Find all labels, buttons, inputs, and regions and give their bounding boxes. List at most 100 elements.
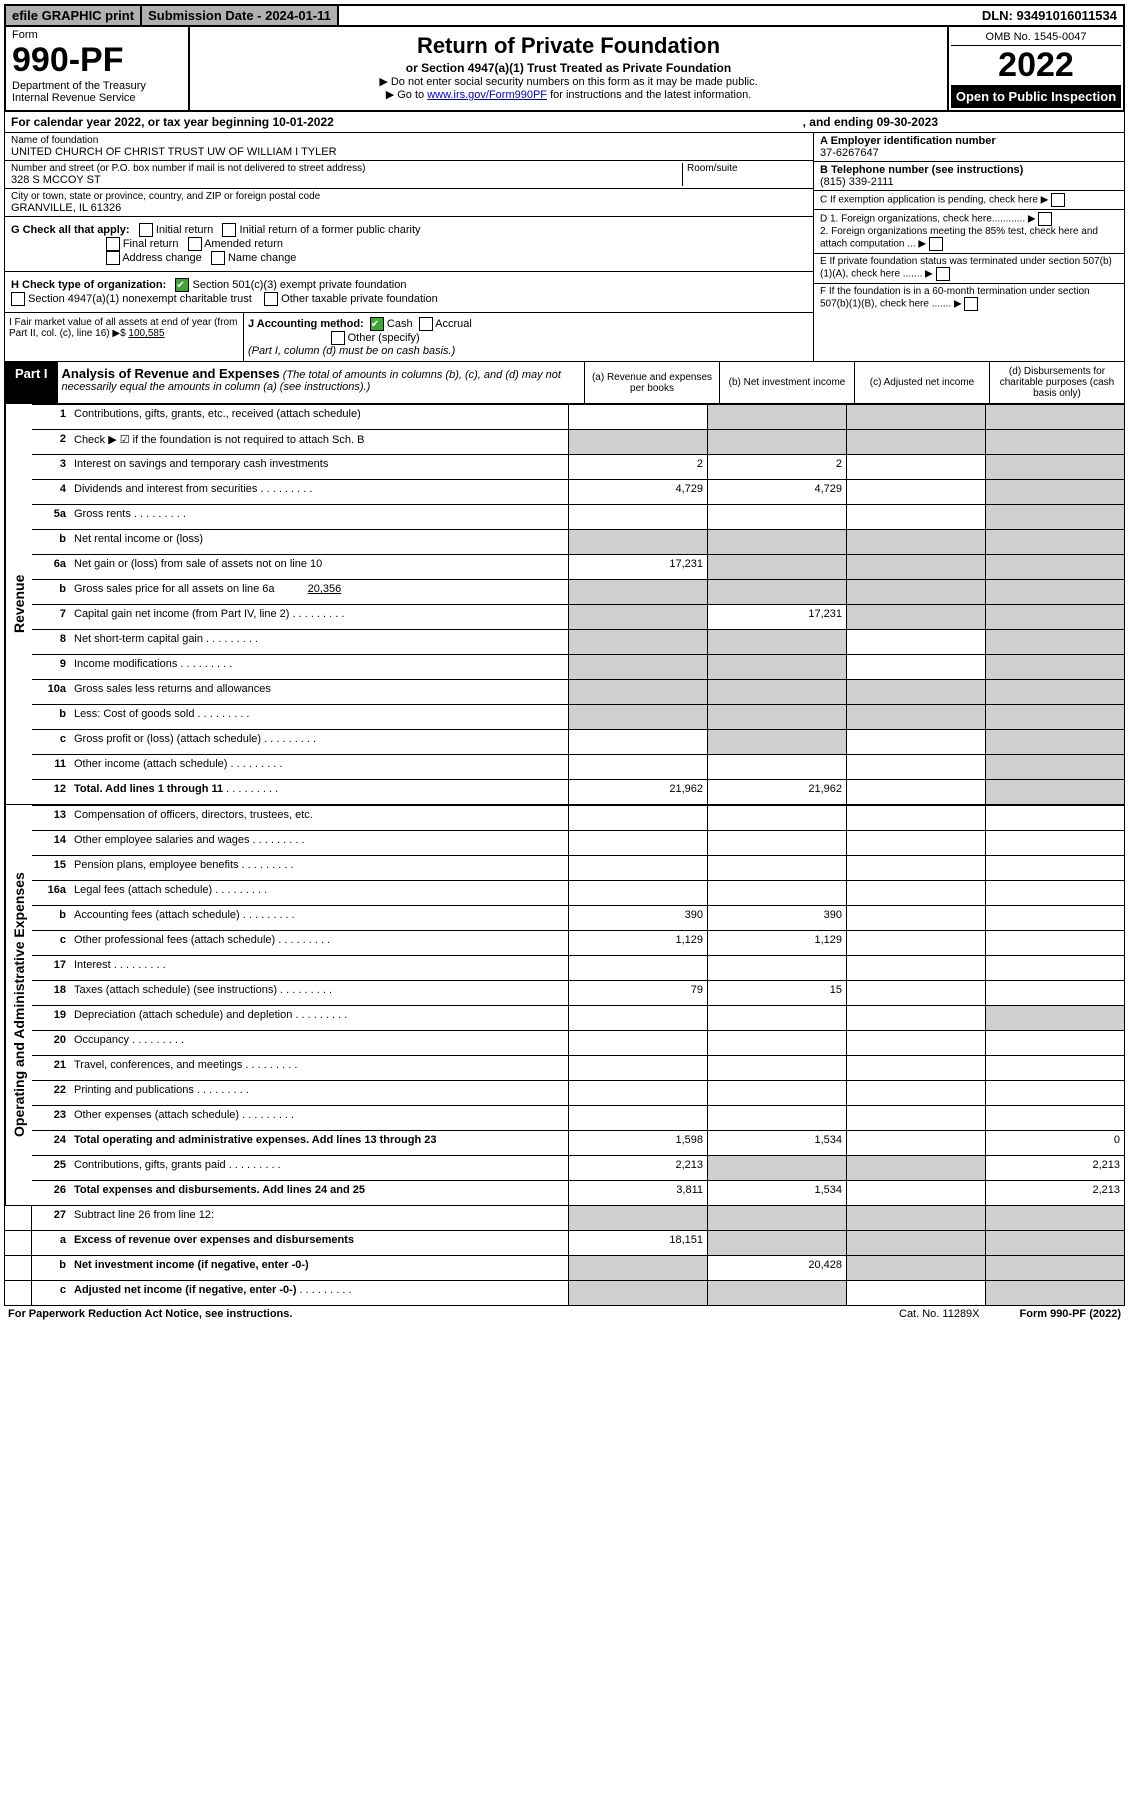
efile-btn[interactable]: efile GRAPHIC print [6, 6, 142, 25]
l20: Occupancy [70, 1031, 568, 1055]
right-col: A Employer identification number 37-6267… [814, 133, 1124, 361]
irs: Internal Revenue Service [12, 92, 182, 104]
phone-lbl: B Telephone number (see instructions) [820, 164, 1023, 176]
city: GRANVILLE, IL 61326 [11, 202, 807, 214]
phone-val: (815) 339-2111 [820, 176, 894, 188]
foot-right: Form 990-PF (2022) [1020, 1308, 1121, 1320]
city-lbl: City or town, state or province, country… [11, 191, 807, 202]
l27b: Net investment income (if negative, ente… [70, 1256, 568, 1280]
note2: ▶ Go to www.irs.gov/Form990PF for instru… [194, 88, 943, 101]
e-lbl: E If private foundation status was termi… [820, 256, 1112, 280]
l2: Check ▶ ☑ if the foundation is not requi… [70, 430, 568, 454]
form-label: Form [12, 29, 182, 41]
chk-e[interactable] [936, 267, 950, 281]
chk-final[interactable] [106, 237, 120, 251]
part1-header: Part I Analysis of Revenue and Expenses … [4, 362, 1125, 404]
l22: Printing and publications [70, 1081, 568, 1105]
open-inspection: Open to Public Inspection [951, 85, 1121, 108]
l4: Dividends and interest from securities [70, 480, 568, 504]
expenses-side: Operating and Administrative Expenses [5, 805, 32, 1205]
l3: Interest on savings and temporary cash i… [70, 455, 568, 479]
tax-year: 2022 [951, 46, 1121, 85]
chk-d1[interactable] [1038, 212, 1052, 226]
l24: Total operating and administrative expen… [70, 1131, 568, 1155]
j-label: J Accounting method: [248, 318, 364, 330]
i-label: I Fair market value of all assets at end… [9, 317, 237, 339]
l6b: Gross sales price for all assets on line… [70, 580, 568, 604]
foundation-name: UNITED CHURCH OF CHRIST TRUST UW OF WILL… [11, 146, 807, 158]
l16c: Other professional fees (attach schedule… [70, 931, 568, 955]
l27a: Excess of revenue over expenses and disb… [70, 1231, 568, 1255]
chk-address[interactable] [106, 251, 120, 265]
l7: Capital gain net income (from Part IV, l… [70, 605, 568, 629]
l6a: Net gain or (loss) from sale of assets n… [70, 555, 568, 579]
irs-link[interactable]: www.irs.gov/Form990PF [427, 89, 547, 101]
part1-tab: Part I [5, 362, 58, 403]
title: Return of Private Foundation [194, 33, 943, 59]
l9: Income modifications [70, 655, 568, 679]
chk-other-spec[interactable] [331, 331, 345, 345]
l25: Contributions, gifts, grants paid [70, 1156, 568, 1180]
foot-left: For Paperwork Reduction Act Notice, see … [8, 1308, 292, 1320]
chk-name[interactable] [211, 251, 225, 265]
l15: Pension plans, employee benefits [70, 856, 568, 880]
dept: Department of the Treasury [12, 80, 182, 92]
chk-cash[interactable] [370, 317, 384, 331]
d2-lbl: 2. Foreign organizations meeting the 85%… [820, 226, 1098, 250]
ein-val: 37-6267647 [820, 147, 879, 159]
chk-accrual[interactable] [419, 317, 433, 331]
c-lbl: C If exemption application is pending, c… [820, 195, 1038, 206]
foot-cat: Cat. No. 11289X [899, 1308, 980, 1320]
part1-title: Analysis of Revenue and Expenses [62, 366, 280, 381]
l26: Total expenses and disbursements. Add li… [70, 1181, 568, 1205]
room-lbl: Room/suite [687, 163, 807, 174]
l1: Contributions, gifts, grants, etc., rece… [70, 405, 568, 429]
chk-f[interactable] [964, 297, 978, 311]
addr-lbl: Number and street (or P.O. box number if… [11, 163, 682, 174]
chk-d2[interactable] [929, 237, 943, 251]
footer: For Paperwork Reduction Act Notice, see … [4, 1306, 1125, 1322]
l10b: Less: Cost of goods sold [70, 705, 568, 729]
l8: Net short-term capital gain [70, 630, 568, 654]
l18: Taxes (attach schedule) (see instruction… [70, 981, 568, 1005]
l27c: Adjusted net income (if negative, enter … [70, 1281, 568, 1305]
chk-other-tax[interactable] [264, 292, 278, 306]
chk-amended[interactable] [188, 237, 202, 251]
f-lbl: F If the foundation is in a 60-month ter… [820, 286, 1090, 310]
l5b: Net rental income or (loss) [70, 530, 568, 554]
l14: Other employee salaries and wages [70, 831, 568, 855]
j-note: (Part I, column (d) must be on cash basi… [248, 345, 455, 357]
g-label: G Check all that apply: [11, 224, 130, 236]
i-value: 100,585 [128, 328, 164, 339]
l27: Subtract line 26 from line 12: [70, 1206, 568, 1230]
omb: OMB No. 1545-0047 [951, 29, 1121, 46]
l17: Interest [70, 956, 568, 980]
l16a: Legal fees (attach schedule) [70, 881, 568, 905]
chk-initial-former[interactable] [222, 223, 236, 237]
chk-c[interactable] [1051, 193, 1065, 207]
ein-lbl: A Employer identification number [820, 135, 996, 147]
l13: Compensation of officers, directors, tru… [70, 806, 568, 830]
chk-4947[interactable] [11, 292, 25, 306]
address: 328 S MCCOY ST [11, 174, 682, 186]
top-bar: efile GRAPHIC print Submission Date - 20… [4, 4, 1125, 27]
l12: Total. Add lines 1 through 11 [70, 780, 568, 804]
chk-initial[interactable] [139, 223, 153, 237]
l11: Other income (attach schedule) [70, 755, 568, 779]
col-c-hdr: (c) Adjusted net income [855, 362, 990, 403]
chk-501c3[interactable] [175, 278, 189, 292]
form-header: Form 990-PF Department of the Treasury I… [4, 27, 1125, 112]
form-number: 990-PF [12, 41, 182, 80]
l19: Depreciation (attach schedule) and deple… [70, 1006, 568, 1030]
note1: ▶ Do not enter social security numbers o… [194, 75, 943, 88]
calendar-year-row: For calendar year 2022, or tax year begi… [4, 112, 1125, 133]
l16b: Accounting fees (attach schedule) [70, 906, 568, 930]
col-a-hdr: (a) Revenue and expenses per books [585, 362, 720, 403]
l5a: Gross rents [70, 505, 568, 529]
name-block: Name of foundation UNITED CHURCH OF CHRI… [4, 133, 1125, 362]
col-b-hdr: (b) Net investment income [720, 362, 855, 403]
h-label: H Check type of organization: [11, 279, 166, 291]
subtitle: or Section 4947(a)(1) Trust Treated as P… [194, 61, 943, 75]
submission-date: Submission Date - 2024-01-11 [142, 6, 339, 25]
d1-lbl: D 1. Foreign organizations, check here..… [820, 214, 1025, 225]
